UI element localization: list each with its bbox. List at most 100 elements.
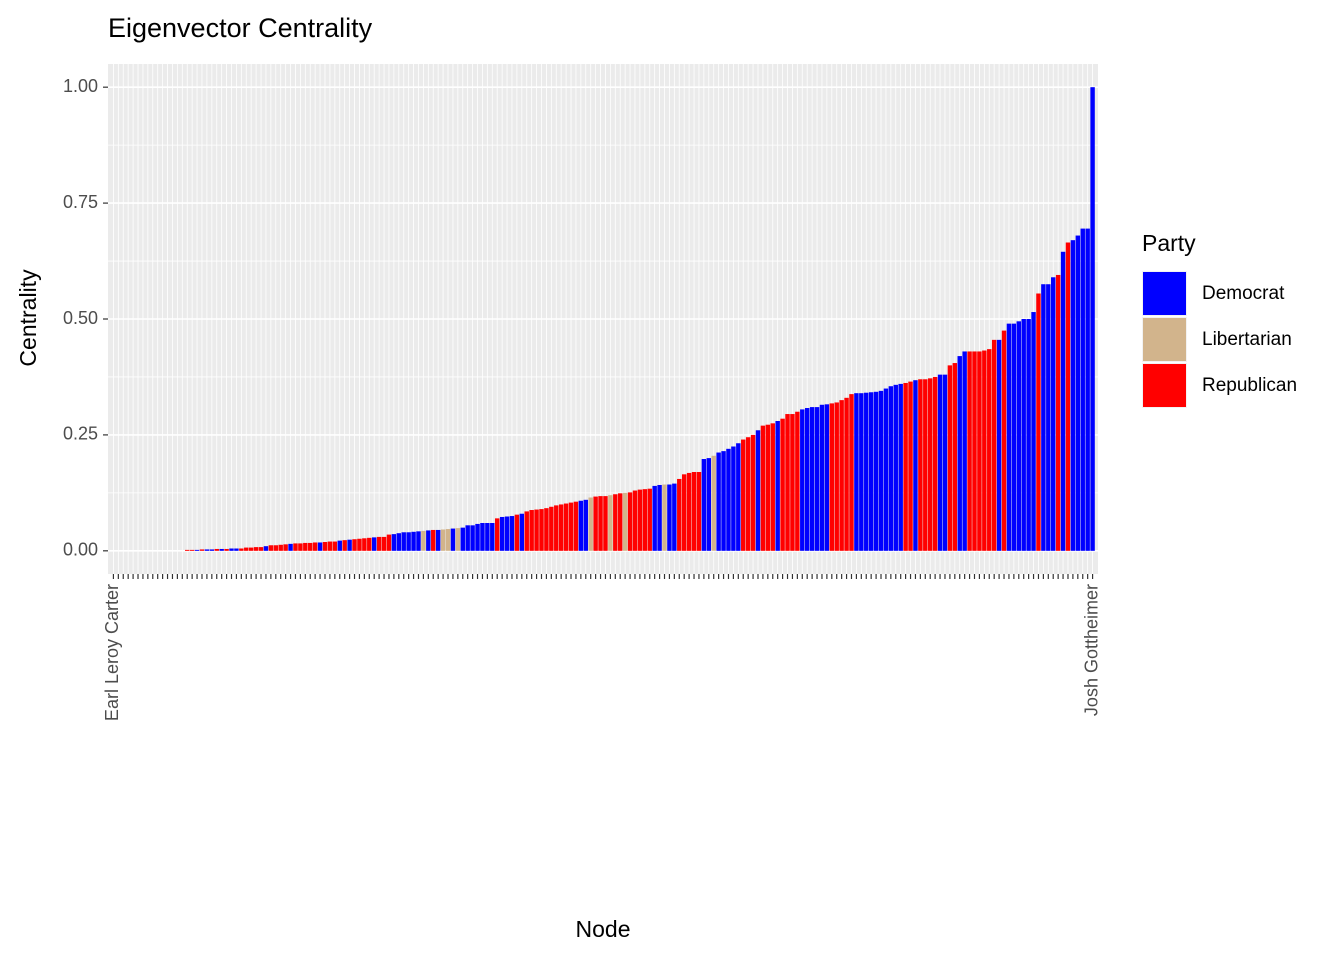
bar	[952, 363, 958, 551]
bar	[883, 388, 889, 551]
bar	[657, 484, 662, 551]
bar	[780, 418, 785, 551]
bar	[1070, 240, 1076, 551]
bar	[947, 365, 953, 551]
bar	[234, 548, 239, 551]
bar	[352, 539, 357, 551]
bar	[844, 397, 849, 551]
bar	[987, 349, 992, 551]
bar	[1055, 274, 1061, 551]
legend-label: Republican	[1202, 375, 1297, 396]
bar	[529, 510, 534, 551]
bar	[903, 382, 908, 551]
bar	[460, 527, 465, 551]
bar	[878, 390, 884, 551]
bar	[558, 504, 564, 551]
bar	[219, 548, 224, 551]
bar	[416, 531, 421, 551]
bar	[539, 509, 544, 551]
bar	[519, 513, 525, 551]
bar	[549, 506, 554, 551]
bar	[347, 539, 352, 551]
bar	[1031, 312, 1036, 551]
legend-swatch	[1143, 364, 1186, 407]
bar	[401, 532, 406, 551]
bar	[490, 523, 495, 551]
bar	[268, 545, 274, 551]
bar	[627, 492, 633, 551]
x-axis-title: Node	[576, 916, 631, 942]
bar	[376, 536, 382, 551]
bar	[499, 516, 505, 551]
bar	[1060, 251, 1066, 551]
legend-swatch	[1143, 318, 1186, 361]
bar	[937, 374, 943, 551]
bar	[770, 423, 775, 551]
bar	[362, 538, 367, 551]
bar	[391, 534, 397, 551]
legend-label: Libertarian	[1202, 329, 1292, 350]
bar	[849, 394, 854, 551]
bar	[578, 500, 584, 551]
bar	[554, 505, 559, 551]
bar	[618, 493, 623, 551]
legend-swatch	[1143, 272, 1186, 315]
bar	[406, 532, 411, 551]
bar	[381, 536, 387, 551]
bar	[795, 411, 800, 551]
bar	[701, 459, 707, 551]
bar	[317, 542, 323, 551]
bar	[1065, 242, 1071, 551]
bar	[431, 529, 436, 551]
bar	[426, 530, 431, 551]
bar	[760, 425, 766, 551]
bar	[224, 548, 229, 551]
bar	[652, 485, 657, 551]
bar	[957, 356, 962, 551]
bar	[1036, 293, 1041, 551]
bar	[686, 472, 692, 551]
bar	[455, 528, 461, 551]
bar	[893, 384, 898, 551]
bar	[214, 548, 219, 551]
bar	[873, 391, 879, 551]
bar	[824, 404, 830, 551]
y-tick-label: 0.50	[63, 308, 98, 328]
bar	[1075, 235, 1081, 551]
bar	[386, 534, 392, 551]
bar	[923, 379, 928, 551]
bar	[583, 499, 588, 551]
bar	[445, 529, 451, 551]
bar	[662, 484, 667, 551]
bar	[647, 488, 652, 551]
bar	[509, 516, 515, 551]
bar	[1046, 284, 1051, 551]
bar	[278, 544, 283, 551]
bar	[942, 374, 948, 551]
bar	[1090, 87, 1095, 551]
bar	[864, 392, 869, 551]
bar	[514, 514, 520, 551]
bar	[908, 381, 913, 551]
x-tick-label: Josh Gottheimer	[1081, 584, 1101, 716]
bar	[322, 542, 328, 551]
bar	[775, 421, 780, 551]
bar	[229, 548, 234, 551]
bar	[804, 408, 810, 551]
bar	[440, 529, 446, 551]
bar	[248, 547, 254, 551]
bar	[819, 404, 825, 551]
bar	[1026, 319, 1031, 551]
bar	[1080, 228, 1085, 551]
bar	[189, 549, 195, 551]
bar	[293, 543, 298, 551]
bar	[371, 537, 377, 551]
bar	[244, 547, 249, 551]
bar	[421, 530, 426, 551]
bar	[312, 542, 318, 551]
bar	[450, 528, 456, 551]
bar	[721, 451, 726, 551]
bar	[475, 523, 480, 551]
bar	[932, 376, 938, 551]
